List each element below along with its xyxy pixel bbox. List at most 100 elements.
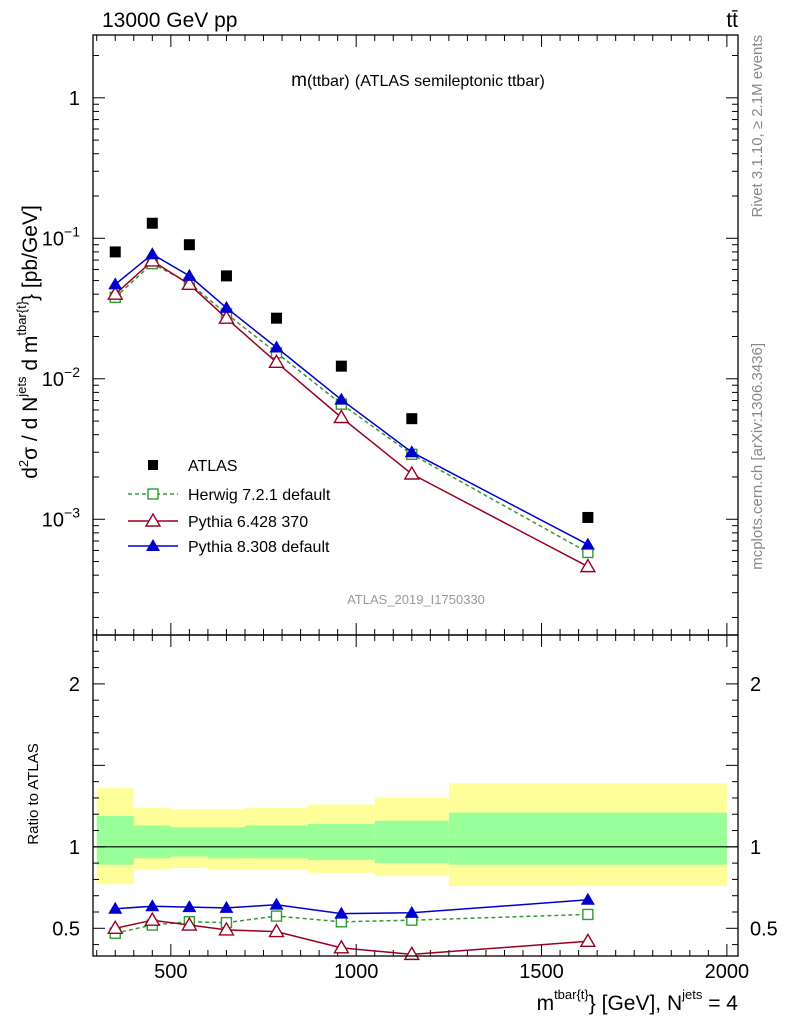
legend-label-pythia6: Pythia 6.428 370 [188, 514, 308, 531]
chart-title-rest: (ATLAS semileptonic ttbar) [355, 73, 545, 90]
main-axis-ticks [93, 35, 738, 635]
data-point-atlas [109, 246, 121, 258]
uncertainty-band-inner [96, 815, 134, 865]
legend-item-pythia8: Pythia 8.308 default [128, 539, 330, 556]
series-pythia-6-428-370 [107, 252, 597, 573]
ratio-series [107, 892, 597, 961]
x-tick-label: 500 [154, 961, 187, 983]
ratio-point-pythia-8-308-default [219, 900, 234, 913]
main-y-tick-labels: 1 10−1 10−2 10−3 [42, 88, 80, 531]
main-series [107, 217, 597, 573]
legend-label-herwig: Herwig 7.2.1 default [188, 487, 331, 504]
series-atlas [109, 217, 594, 523]
data-point-pythia-6-428-370 [107, 285, 124, 300]
ratio-panel: 0.5 0.5 1 1 2 2 500 1000 1500 2000 Ratio to ATLA… [25, 634, 778, 1015]
data-point-atlas [183, 239, 195, 251]
uncertainty-band-inner [244, 825, 308, 859]
legend-label-pythia8: Pythia 8.308 default [188, 539, 330, 556]
ratio-axis-ticks [93, 635, 738, 956]
ratio-point-pythia-6-428-370 [333, 939, 350, 954]
ratio-y-tick-labels: 0.5 0.5 1 1 2 2 [52, 674, 778, 940]
data-point-pythia-6-428-370 [218, 309, 235, 324]
data-point-atlas [220, 270, 232, 282]
data-point-pythia-6-428-370 [333, 409, 350, 424]
ratio-y-tick-label-right: 2 [750, 674, 761, 696]
data-point-atlas [270, 312, 282, 324]
ratio-y-tick-label-right: 1 [750, 837, 761, 859]
ratio-y-tick-label-left: 0.5 [52, 918, 80, 940]
data-point-pythia-8-308-default [334, 392, 349, 405]
uncertainty-band-inner [448, 812, 727, 865]
series-pythia-8-308-default [108, 247, 595, 550]
x-tick-label: 1500 [519, 961, 564, 983]
chart-title-main: m [291, 70, 307, 91]
legend-marker-pythia6 [144, 512, 162, 527]
data-point-atlas [335, 360, 347, 372]
ratio-point-herwig-7-2-1-default [270, 910, 283, 922]
analysis-id: ATLAS_2019_I1750330 [347, 592, 485, 607]
main-panel: 1 10−1 10−2 10−3 m(ttbar) (ATLAS semilepton… [14, 34, 739, 636]
data-point-pythia-6-428-370 [268, 353, 285, 369]
chart-title-paren: (ttbar) [307, 73, 350, 90]
legend-label-atlas: ATLAS [188, 458, 238, 475]
legend-marker-herwig [147, 488, 159, 500]
x-axis-label: mtbar{t}} [GeV], Njets = 4 [537, 987, 739, 1015]
ratio-point-pythia-6-428-370 [181, 916, 198, 931]
ratio-point-pythia-8-308-default [108, 901, 123, 914]
rivet-version-label: Rivet 3.1.10, ≥ 2.1M events [749, 35, 766, 218]
uncertainty-band-inner [207, 827, 245, 859]
ratio-point-pythia-8-308-default [269, 897, 284, 910]
mcplots-label: mcplots.cern.ch [arXiv:1306.3436] [749, 343, 766, 570]
data-point-pythia-8-308-default [269, 340, 284, 353]
ratio-point-pythia-6-428-370 [218, 921, 235, 936]
ratio-line-pythia-8-308-default [115, 899, 588, 915]
ratio-point-pythia-6-428-370 [579, 932, 597, 948]
legend-item-atlas: ATLAS [148, 458, 238, 475]
data-point-pythia-8-308-default [145, 247, 160, 260]
data-point-atlas [406, 413, 418, 425]
uncertainty-band-inner [374, 820, 449, 864]
data-point-pythia-8-308-default [580, 537, 595, 550]
ratio-y-tick-label-left: 1 [69, 837, 80, 859]
data-point-atlas [582, 511, 594, 523]
main-y-tick-label: 10−2 [42, 364, 80, 391]
main-y-tick-label: 10−3 [42, 504, 80, 531]
series-line-herwig-7-2-1-default [114, 262, 589, 554]
process-label: tt̄ [726, 9, 738, 32]
data-point-atlas [146, 217, 158, 229]
ratio-series-pythia-6-428-370 [107, 911, 597, 961]
data-point-pythia-8-308-default [182, 268, 197, 281]
uncertainty-band-inner [133, 825, 171, 859]
ratio-point-pythia-8-308-default [580, 892, 595, 905]
ratio-point-pythia-6-428-370 [144, 911, 161, 926]
data-point-pythia-6-428-370 [403, 465, 421, 480]
ratio-point-pythia-8-308-default [334, 906, 349, 919]
data-point-pythia-6-428-370 [181, 275, 198, 291]
ratio-line-pythia-6-428-370 [115, 919, 588, 956]
ratio-y-tick-label-left: 2 [69, 674, 80, 696]
ratio-y-tick-label-right: 0.5 [750, 918, 778, 940]
ratio-plot-frame [92, 634, 739, 957]
ratio-x-tick-labels: 500 1000 1500 2000 [154, 961, 749, 983]
ratio-y-axis-label: Ratio to ATLAS [25, 743, 42, 844]
ratio-uncertainty-bands [93, 783, 738, 886]
ratio-point-pythia-6-428-370 [268, 923, 285, 938]
chart-title: m(ttbar) (ATLAS semileptonic ttbar) [291, 70, 545, 91]
main-y-tick-label: 1 [69, 88, 80, 110]
x-tick-label: 2000 [705, 961, 750, 983]
ratio-point-herwig-7-2-1-default [582, 908, 594, 921]
legend-item-herwig: Herwig 7.2.1 default [128, 487, 331, 504]
ratio-series-pythia-8-308-default [108, 892, 595, 919]
uncertainty-band-inner [308, 824, 375, 860]
series-line-pythia-8-308-default [114, 253, 589, 546]
data-point-pythia-8-308-default [219, 300, 234, 313]
ratio-point-pythia-8-308-default [182, 900, 197, 913]
data-point-pythia-8-308-default [108, 277, 123, 290]
legend: ATLAS Herwig 7.2.1 default Pythia 6.428 … [128, 458, 331, 556]
main-y-tick-label: 10−1 [42, 223, 80, 250]
uncertainty-band-inner [170, 827, 208, 857]
ratio-point-pythia-6-428-370 [107, 919, 124, 934]
main-y-axis-label: d2σ / d Njets d mtbar{t}} [pb/GeV] [14, 205, 42, 479]
ratio-point-pythia-8-308-default [404, 905, 419, 918]
